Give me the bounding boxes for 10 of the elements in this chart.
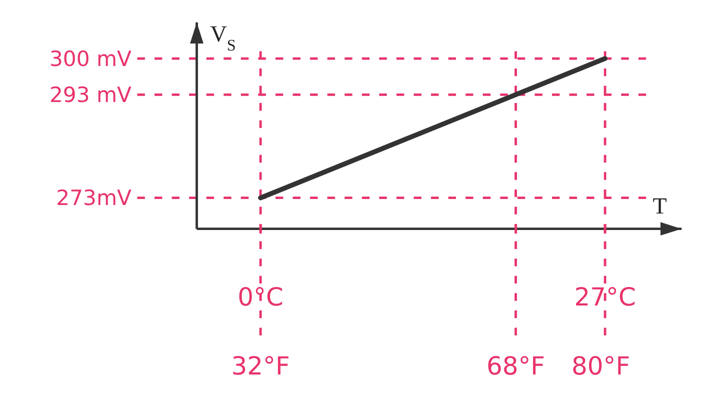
x-axis-title: T <box>652 192 667 218</box>
x-tick-label: 0°C <box>238 282 284 312</box>
x2-tick-label: 32°F <box>231 352 290 381</box>
y-tick-label: 293 mV <box>49 82 132 108</box>
x2-tick-label: 80°F <box>572 352 630 381</box>
y-axis-title: V$_{S}$ <box>210 20 236 54</box>
x2-tick-label: 68°F <box>486 352 546 381</box>
y-tick-label: 273mV <box>56 185 132 210</box>
x-tick-label: 27°C <box>574 282 636 312</box>
y-tick-label: 300 mV <box>49 46 132 71</box>
